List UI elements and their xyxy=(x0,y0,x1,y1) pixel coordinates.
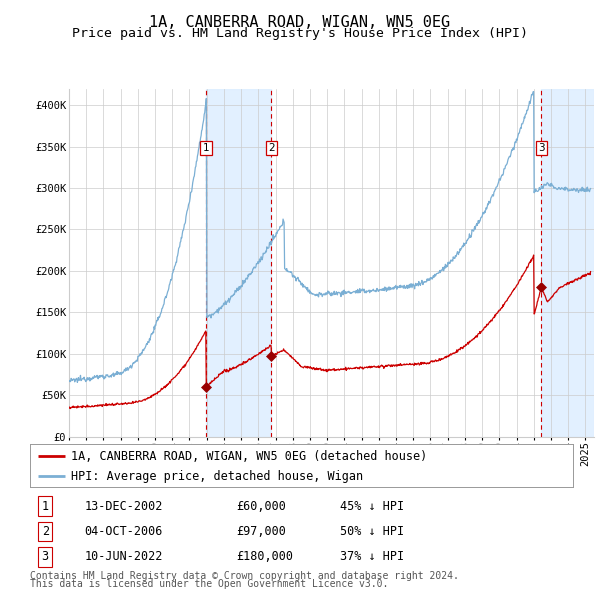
Text: 1A, CANBERRA ROAD, WIGAN, WN5 0EG: 1A, CANBERRA ROAD, WIGAN, WN5 0EG xyxy=(149,15,451,30)
Text: £97,000: £97,000 xyxy=(236,525,286,538)
Text: 2: 2 xyxy=(41,525,49,538)
Text: 13-DEC-2002: 13-DEC-2002 xyxy=(85,500,163,513)
Text: 3: 3 xyxy=(41,550,49,563)
Text: £180,000: £180,000 xyxy=(236,550,293,563)
Text: 10-JUN-2022: 10-JUN-2022 xyxy=(85,550,163,563)
Bar xyxy=(206,88,271,437)
Text: 45% ↓ HPI: 45% ↓ HPI xyxy=(340,500,404,513)
Text: 3: 3 xyxy=(538,143,545,153)
Text: 37% ↓ HPI: 37% ↓ HPI xyxy=(340,550,404,563)
Text: 1: 1 xyxy=(41,500,49,513)
Text: 50% ↓ HPI: 50% ↓ HPI xyxy=(340,525,404,538)
Bar xyxy=(541,88,594,437)
Text: This data is licensed under the Open Government Licence v3.0.: This data is licensed under the Open Gov… xyxy=(30,579,388,589)
Text: HPI: Average price, detached house, Wigan: HPI: Average price, detached house, Wiga… xyxy=(71,470,363,483)
Text: 1: 1 xyxy=(203,143,209,153)
Text: 04-OCT-2006: 04-OCT-2006 xyxy=(85,525,163,538)
Text: Contains HM Land Registry data © Crown copyright and database right 2024.: Contains HM Land Registry data © Crown c… xyxy=(30,571,459,581)
Text: 2: 2 xyxy=(268,143,275,153)
Text: 1A, CANBERRA ROAD, WIGAN, WN5 0EG (detached house): 1A, CANBERRA ROAD, WIGAN, WN5 0EG (detac… xyxy=(71,450,427,463)
Text: £60,000: £60,000 xyxy=(236,500,286,513)
Text: Price paid vs. HM Land Registry's House Price Index (HPI): Price paid vs. HM Land Registry's House … xyxy=(72,27,528,40)
